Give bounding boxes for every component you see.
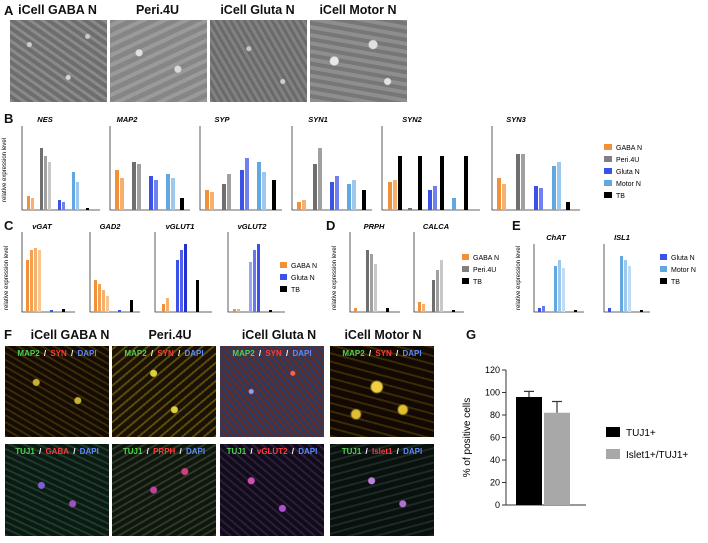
gene-title-chat: ChAT [546,233,567,242]
panel-g-legend-label: Islet1+/TUJ1+ [626,450,688,461]
fluor-image-gluta-tuj1: TUJ1 / vGLUT2 / DAPI [220,444,324,536]
legend-d-peri: Peri.4U [473,267,496,274]
legend-b-gluta: Gluta N [616,169,640,176]
legend-e-motor: Motor N [671,267,696,274]
gene-title-syp: SYP [214,115,230,124]
legend-d-tb: TB [473,279,482,286]
panel-f-title-motor: iCell Motor N [344,328,422,342]
gene-title-syn3: SYN3 [506,115,526,124]
fluor-image-gaba-map2: MAP2 / SYN / DAPI [5,346,109,437]
legend-d-gaba: GABA N [473,255,499,262]
panel-f-title-gluta: iCell Gluta N [241,328,317,342]
panel-b-ylabel: relative expression level [2,138,8,202]
legend-e-tb: TB [671,279,680,286]
fluor-image-gluta-map2: MAP2 / SYN / DAPI [220,346,324,437]
panel-g-ylabel: % of positive cells [462,398,473,477]
legend-c-tb: TB [291,287,300,294]
panel-c-charts: relative expression level vGAT GAD2 vGLU… [4,222,317,313]
gene-title-calca: CALCA [423,222,449,231]
panel-e-charts: relative expression level ChAT ISL1 Glut… [516,233,696,313]
legend-b-tb: TB [616,193,625,200]
gene-title-vgat: vGAT [32,222,53,231]
panel-g-ytick-label: 100 [485,388,500,398]
legend-b-peri: Peri.4U [616,157,639,164]
gene-title-map2: MAP2 [117,115,139,124]
panel-g-ytick-label: 60 [490,433,500,443]
fluor-image-motor-map2: MAP2 / SYN / DAPI [330,346,434,437]
fluor-image-gaba-tuj1: TUJ1 / GABA / DAPI [5,444,109,536]
panel-a-title-peri: Peri.4U [135,3,180,17]
gene-title-isl1: ISL1 [614,233,630,242]
gene-title-gad2: GAD2 [100,222,122,231]
panel-f-title-peri: Peri.4U [148,328,192,342]
panel-g-legend-swatch [606,449,620,459]
brightfield-image-gaba [10,20,107,102]
panel-g-bar [544,412,570,505]
gene-title-syn2: SYN2 [402,115,422,124]
panel-g-ytick-label: 40 [490,455,500,465]
panel-label-g: G [466,327,477,342]
fluor-image-motor-tuj1: TUJ1 / Islet1 / DAPI [330,444,434,536]
panel-a-title-gluta: iCell Gluta N [220,3,295,17]
panel-b-charts: relative expression level NES MAP2 SYP S… [2,115,642,211]
panel-g-ytick-label: 0 [495,500,500,510]
brightfield-image-motor [310,20,407,102]
panel-label-b: B [4,111,14,126]
panel-g-bar [516,397,542,505]
panel-e-ylabel: relative expression level [516,246,522,310]
gene-title-vglut2: vGLUT2 [238,222,268,231]
panel-d-charts: relative expression level PRPH CALCA GAB… [332,222,499,313]
panel-g-ytick-label: 80 [490,410,500,420]
panel-label-c: C [4,218,14,233]
gene-title-nes: NES [37,115,52,124]
panel-label-d: D [326,218,336,233]
brightfield-image-gluta [210,20,307,102]
panel-label-f: F [4,327,12,342]
panel-f-title-gaba: iCell GABA N [30,328,110,342]
panel-label-a: A [4,3,14,18]
panel-label-e: E [512,218,521,233]
legend-b-motor: Motor N [616,181,641,188]
gene-title-vglut1: vGLUT1 [166,222,195,231]
legend-b-gaba: GABA N [616,145,642,152]
legend-c-gaba: GABA N [291,263,317,270]
fluor-image-peri-tuj1: TUJ1 / PRPH / DAPI [112,444,216,536]
brightfield-image-peri [110,20,207,102]
gene-title-syn1: SYN1 [308,115,328,124]
legend-e-gluta: Gluta N [671,255,695,262]
panel-d-ylabel: relative expression level [332,246,338,310]
panel-g-chart: % of positive cells 0 20 40 60 80 100 120 TUJ1… [462,365,688,510]
panel-g-ytick-label: 20 [490,478,500,488]
legend-c-gluta: Gluta N [291,275,315,282]
panel-a-title-gaba: iCell GABA N [18,3,97,17]
panel-g-ytick-label: 120 [485,365,500,375]
panel-c-ylabel: relative expression level [4,246,10,310]
panel-g-legend-label: TUJ1+ [626,428,656,439]
panel-g-legend-swatch [606,427,620,437]
gene-title-prph: PRPH [364,222,385,231]
panel-a-title-motor: iCell Motor N [319,3,397,17]
fluor-image-peri-map2: MAP2 / SYN / DAPI [112,346,216,437]
